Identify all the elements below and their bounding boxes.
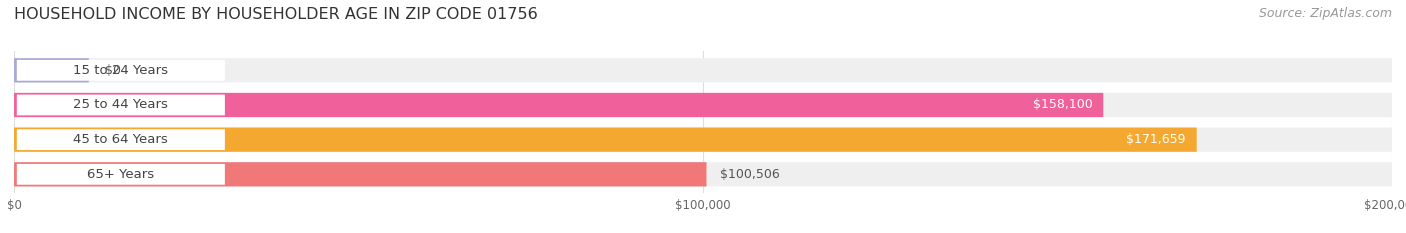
FancyBboxPatch shape <box>14 127 1392 152</box>
FancyBboxPatch shape <box>14 127 1197 152</box>
FancyBboxPatch shape <box>17 60 225 81</box>
Text: 25 to 44 Years: 25 to 44 Years <box>73 99 169 112</box>
FancyBboxPatch shape <box>14 93 1392 117</box>
Text: 45 to 64 Years: 45 to 64 Years <box>73 133 169 146</box>
Text: $171,659: $171,659 <box>1126 133 1185 146</box>
Text: $158,100: $158,100 <box>1032 99 1092 112</box>
FancyBboxPatch shape <box>14 58 89 82</box>
Text: 65+ Years: 65+ Years <box>87 168 155 181</box>
FancyBboxPatch shape <box>17 95 225 115</box>
Text: $100,506: $100,506 <box>720 168 780 181</box>
Text: Source: ZipAtlas.com: Source: ZipAtlas.com <box>1258 7 1392 20</box>
Text: $0: $0 <box>105 64 121 77</box>
FancyBboxPatch shape <box>17 164 225 185</box>
FancyBboxPatch shape <box>14 162 1392 186</box>
FancyBboxPatch shape <box>14 93 1104 117</box>
Text: 15 to 24 Years: 15 to 24 Years <box>73 64 169 77</box>
FancyBboxPatch shape <box>14 58 1392 82</box>
FancyBboxPatch shape <box>17 129 225 150</box>
FancyBboxPatch shape <box>14 162 706 186</box>
Text: HOUSEHOLD INCOME BY HOUSEHOLDER AGE IN ZIP CODE 01756: HOUSEHOLD INCOME BY HOUSEHOLDER AGE IN Z… <box>14 7 538 22</box>
